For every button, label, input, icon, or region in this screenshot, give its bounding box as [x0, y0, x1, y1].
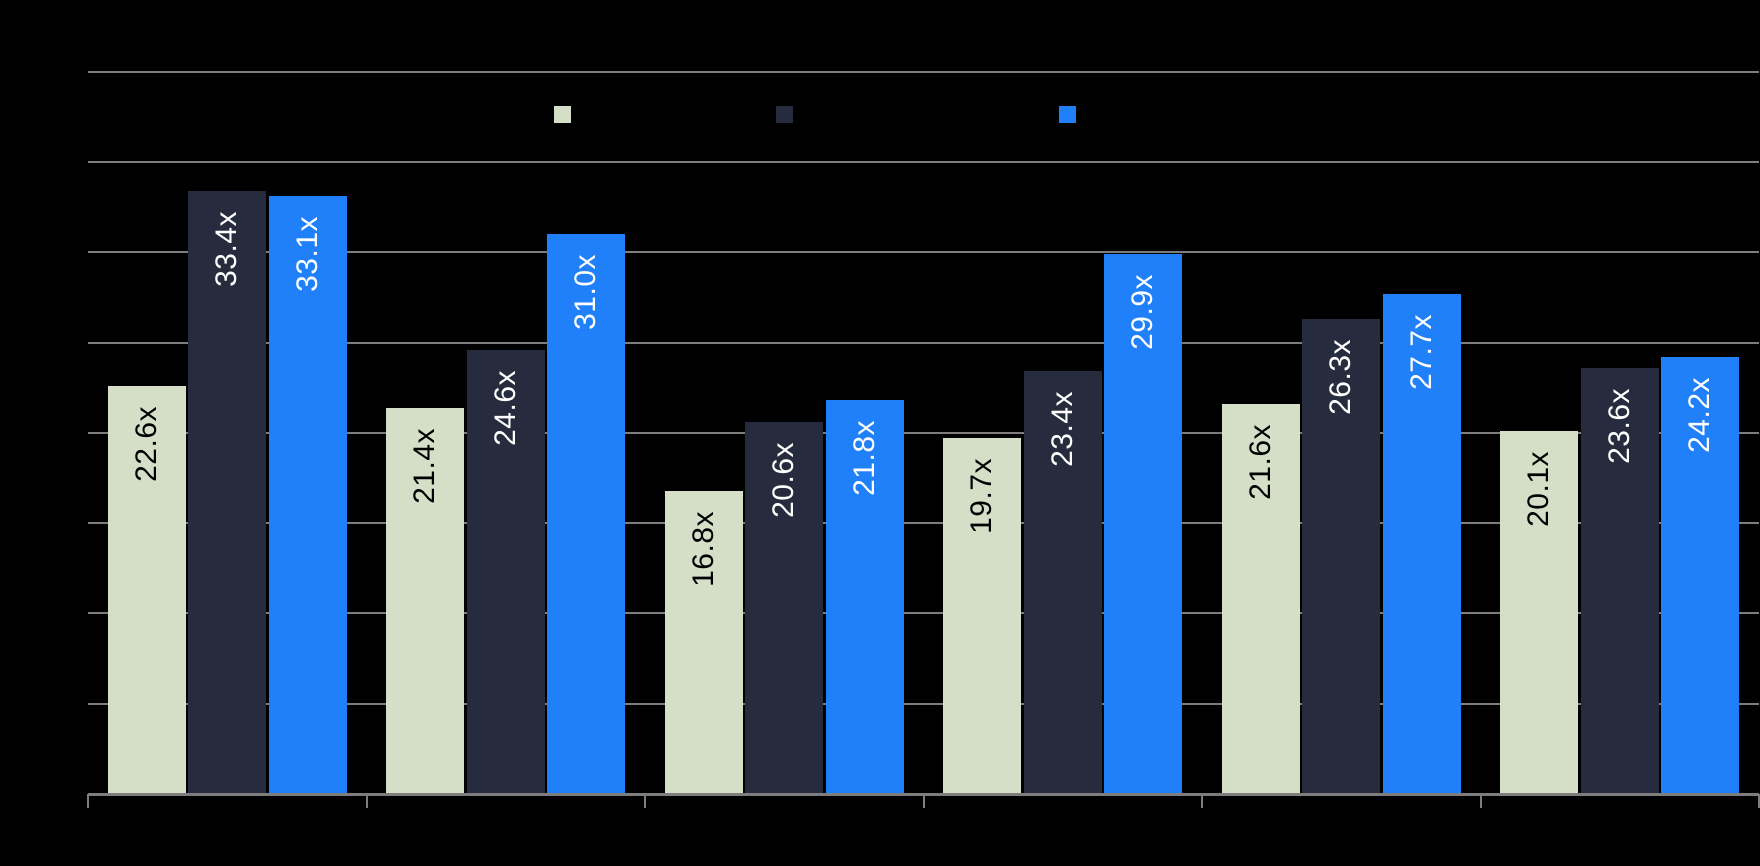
bar: 23.6x — [1580, 367, 1659, 794]
bar-value-label: 26.3x — [1324, 339, 1357, 415]
bar-value-label: 19.7x — [965, 458, 998, 535]
gridline — [88, 341, 1759, 344]
bar: 29.9x — [1104, 254, 1182, 794]
bar-value-label: 20.6x — [767, 441, 800, 518]
bar-value-label: 24.6x — [488, 369, 522, 446]
bar-value-label: 23.4x — [1045, 391, 1079, 468]
bar: 23.4x — [1023, 371, 1102, 794]
bar-value-label: 31.0x — [569, 254, 602, 331]
x-axis-tick — [365, 794, 368, 808]
bar: 27.7x — [1382, 293, 1461, 794]
legend-swatch — [1059, 106, 1076, 123]
gridline — [88, 702, 1759, 705]
bar-value-label: 33.1x — [290, 216, 324, 293]
bar-value-label: 29.9x — [1126, 274, 1159, 350]
bar: 21.4x — [386, 407, 464, 794]
bar: 24.6x — [466, 349, 545, 794]
bar: 24.2x — [1661, 356, 1739, 794]
gridline — [88, 612, 1759, 615]
bar-value-label: 20.1x — [1522, 450, 1555, 527]
bar-value-label: 21.6x — [1243, 423, 1277, 500]
gridline — [88, 522, 1759, 525]
bar-value-label: 22.6x — [129, 405, 163, 482]
x-axis-tick — [922, 794, 925, 808]
gridline — [88, 160, 1759, 163]
gridline — [88, 431, 1759, 434]
bar: 21.8x — [825, 400, 904, 794]
bar: 16.8x — [664, 490, 743, 794]
bar: 31.0x — [547, 234, 625, 794]
x-axis-tick — [87, 794, 89, 808]
bar: 33.4x — [188, 190, 266, 794]
gridline — [88, 251, 1759, 254]
bar-value-label: 33.4x — [210, 210, 243, 287]
bar: 20.1x — [1500, 430, 1578, 794]
bar: 33.1x — [268, 196, 347, 794]
bar-value-label: 23.6x — [1602, 387, 1636, 464]
x-axis-tick — [1758, 794, 1760, 808]
bar: 19.7x — [943, 438, 1021, 794]
legend-swatch — [776, 106, 793, 123]
bar: 22.6x — [107, 385, 186, 794]
gridline — [88, 70, 1759, 73]
bar-value-label: 24.2x — [1683, 376, 1716, 453]
x-axis-tick — [644, 794, 646, 808]
bar: 26.3x — [1302, 319, 1380, 794]
x-axis-tick — [1479, 794, 1482, 808]
bar: 20.6x — [745, 421, 823, 794]
bar-value-label: 21.4x — [408, 427, 441, 504]
bar: 21.6x — [1221, 403, 1300, 794]
bar-value-label: 16.8x — [686, 510, 720, 587]
bar-value-label: 21.8x — [847, 420, 881, 497]
bar-value-label: 27.7x — [1404, 313, 1438, 390]
legend-swatch — [554, 106, 571, 123]
x-axis-tick — [1201, 794, 1203, 808]
